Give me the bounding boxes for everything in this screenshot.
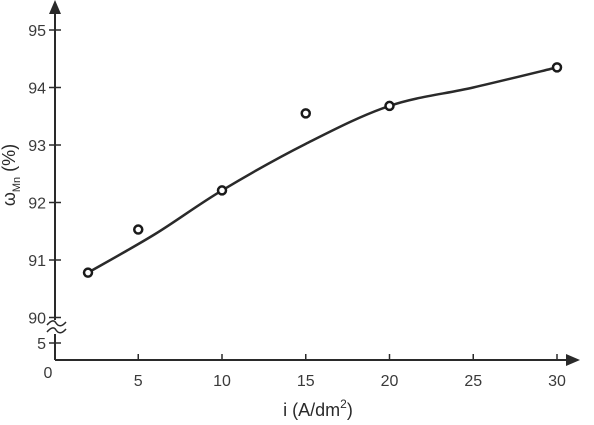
x-axis-label-sup: 2 bbox=[340, 397, 347, 411]
y-tick-label: 90 bbox=[28, 311, 46, 328]
y-axis-label-sub: Mn bbox=[11, 177, 23, 192]
y-axis-arrow bbox=[49, 0, 61, 14]
y-tick-label: 94 bbox=[28, 81, 46, 98]
x-tick-label: 5 bbox=[134, 373, 143, 390]
y-tick-label-low: 5 bbox=[37, 336, 46, 353]
y-tick-label: 92 bbox=[28, 196, 46, 213]
data-point bbox=[384, 100, 395, 112]
x-tick-label: 15 bbox=[297, 373, 315, 390]
axes bbox=[46, 0, 580, 366]
x-axis-label: i (A/dm2) bbox=[283, 397, 353, 420]
x-axis-arrow bbox=[566, 354, 580, 366]
y-tick-label: 95 bbox=[28, 23, 46, 40]
data-point bbox=[300, 108, 311, 119]
y-axis-label-main: ω bbox=[0, 192, 19, 206]
data-point bbox=[82, 267, 94, 278]
tick-labels: 5 10 15 20 25 30 90 91 92 93 94 95 5 bbox=[28, 23, 566, 390]
x-axis-label-tail: ) bbox=[347, 400, 353, 420]
data-point bbox=[551, 62, 563, 73]
x-tick-label: 25 bbox=[464, 373, 482, 390]
fit-curve bbox=[87, 66, 558, 274]
data-point bbox=[216, 185, 228, 196]
x-tick-label: 20 bbox=[381, 373, 399, 390]
data-point bbox=[133, 224, 144, 235]
y-axis-label-tail: (%) bbox=[0, 144, 19, 177]
origin-label: 0 bbox=[44, 365, 53, 382]
y-axis-break-bottom bbox=[46, 327, 67, 334]
y-tick-label: 93 bbox=[28, 138, 46, 155]
x-tick-label: 30 bbox=[548, 373, 566, 390]
y-tick-label: 91 bbox=[28, 253, 46, 270]
y-axis-label: ωMn (%) bbox=[0, 144, 23, 206]
y-axis-break-top bbox=[46, 320, 67, 327]
data-points bbox=[82, 62, 563, 278]
x-axis-label-main: i (A/dm bbox=[283, 400, 340, 420]
ticks bbox=[49, 29, 558, 360]
x-tick-label: 10 bbox=[213, 373, 231, 390]
